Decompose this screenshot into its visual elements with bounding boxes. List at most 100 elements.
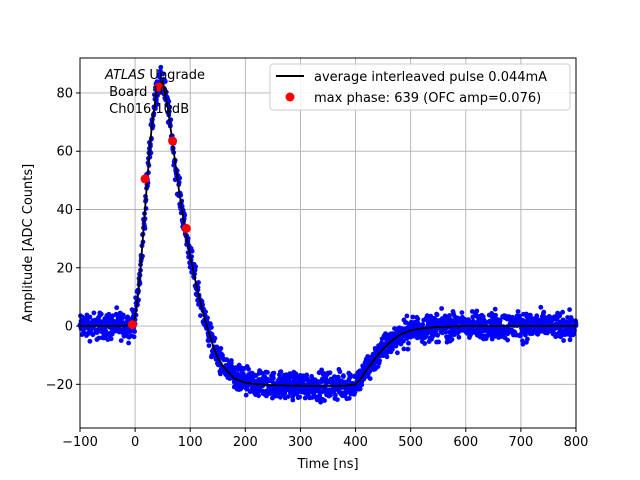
sample-point [158, 64, 164, 70]
sample-point [255, 389, 261, 395]
sample-point [203, 309, 208, 315]
sample-point [384, 354, 390, 360]
y-tick-label: 40 [56, 203, 73, 218]
sample-point [434, 312, 440, 318]
sample-point [297, 394, 303, 400]
y-ticks: −20 0 20 40 60 80 [46, 86, 80, 393]
sample-point [436, 339, 441, 345]
sample-point [420, 322, 426, 327]
max-phase-point [140, 174, 150, 184]
sample-point [193, 264, 199, 269]
sample-point [561, 338, 566, 343]
sample-point [242, 374, 248, 379]
sample-point [189, 248, 195, 254]
sample-point [393, 343, 399, 349]
sample-point [415, 320, 421, 326]
sample-point [346, 395, 352, 401]
plot-frame [79, 57, 577, 429]
sample-point [131, 334, 137, 340]
sample-point [405, 346, 411, 352]
sample-point [377, 358, 382, 363]
annotation-upgrade: Upgrade [145, 68, 205, 83]
sample-point [424, 313, 430, 319]
annotation-atlas: ATLAS [104, 68, 145, 83]
sample-point [98, 311, 104, 317]
sample-point [328, 392, 333, 398]
sample-point [505, 337, 510, 343]
x-tick-label: 200 [233, 435, 258, 450]
sample-point [367, 369, 373, 374]
sample-point [196, 280, 201, 285]
y-tick-label: 60 [56, 145, 73, 160]
sample-point [337, 369, 343, 375]
sample-point [335, 397, 340, 402]
sample-point [357, 386, 363, 392]
sample-point [565, 315, 570, 320]
sample-point [206, 343, 212, 348]
sample-point [497, 318, 503, 323]
sample-point [304, 372, 310, 378]
sample-point [278, 369, 284, 375]
sample-point [489, 311, 495, 316]
sample-point [246, 366, 252, 372]
x-tick-label: 0 [131, 435, 139, 450]
legend-box [269, 63, 571, 111]
legend: average interleaved pulse 0.044mA max ph… [269, 63, 571, 111]
sample-point [567, 337, 573, 343]
sample-point [132, 329, 138, 334]
sample-point [322, 398, 327, 403]
sample-point [422, 341, 428, 346]
sample-point [162, 79, 168, 84]
sample-point [367, 376, 373, 381]
sample-point [439, 306, 444, 311]
legend-point-swatch [285, 92, 295, 102]
x-ticks: −100 0 100 200 300 400 500 600 700 800 [62, 428, 588, 450]
sample-scatter [77, 64, 579, 405]
sample-point [538, 304, 544, 310]
y-tick-label: 80 [56, 86, 73, 101]
y-axis-label: Amplitude [ADC Counts] [21, 164, 36, 322]
sample-point [90, 332, 96, 338]
x-tick-label: −100 [62, 435, 98, 450]
atlas-annotation: ATLAS Upgrade Board 10 Ch016 10dB [104, 68, 205, 117]
sample-point [341, 374, 346, 379]
legend-entry-average-pulse: average interleaved pulse 0.044mA [314, 70, 547, 85]
sample-point [120, 312, 126, 318]
sample-point [492, 306, 498, 312]
sample-point [449, 337, 455, 342]
sample-point [567, 307, 572, 312]
y-tick-label: 20 [56, 261, 73, 276]
sample-point [560, 309, 565, 315]
sample-point [259, 370, 265, 376]
x-axis-label: Time [ns] [296, 457, 358, 472]
sample-point [406, 340, 411, 346]
y-tick-label: −20 [46, 378, 73, 393]
sample-point [271, 375, 276, 381]
sample-point [294, 391, 300, 397]
sample-point [114, 305, 120, 311]
sample-point [395, 350, 400, 356]
sample-point [160, 71, 166, 77]
sample-point [415, 316, 421, 322]
x-tick-label: 800 [564, 435, 589, 450]
sample-point [517, 313, 522, 319]
annotation-line-1: ATLAS Upgrade [104, 68, 205, 83]
sample-point [208, 321, 213, 327]
sample-point [435, 332, 440, 338]
sample-point [525, 336, 530, 342]
sample-point [87, 338, 93, 344]
sample-point [510, 314, 515, 320]
sample-point [404, 313, 410, 319]
sample-point [243, 392, 249, 398]
sample-point [480, 314, 486, 319]
annotation-line-3: Ch016 10dB [105, 102, 189, 117]
sample-point [410, 314, 416, 320]
average-pulse-line [80, 79, 576, 387]
x-tick-label: 500 [398, 435, 423, 450]
max-phase-point [154, 82, 164, 92]
sample-point [177, 175, 183, 181]
sample-point [256, 393, 261, 399]
sample-point [224, 357, 230, 362]
sample-point [218, 346, 224, 351]
